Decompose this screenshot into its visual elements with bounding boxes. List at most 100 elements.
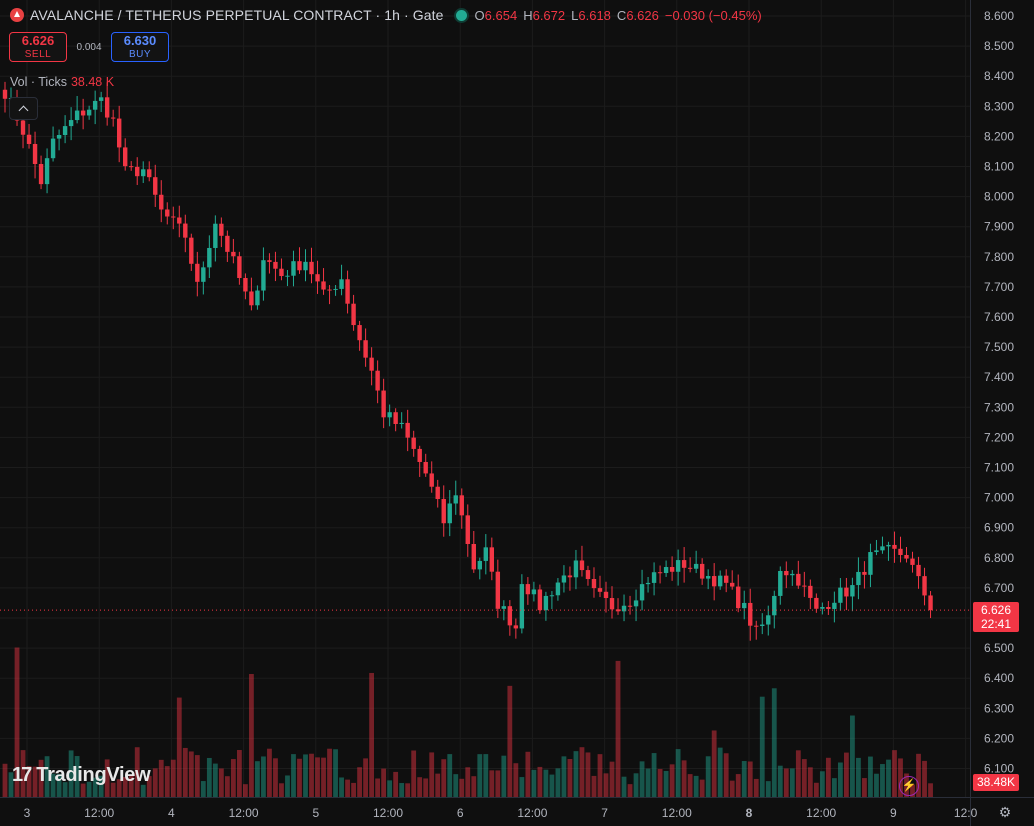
x-tick-label: 12:00 (806, 806, 836, 820)
y-tick-label: 7.400 (984, 370, 1014, 384)
candle-body (74, 110, 80, 121)
candle-body (489, 547, 495, 572)
candle-body (603, 591, 609, 599)
symbol-title[interactable]: AVALANCHE / TETHERUS PERPETUAL CONTRACT … (30, 7, 444, 23)
volume-bar (765, 781, 771, 797)
candle-body (435, 486, 440, 500)
volume-bar (844, 752, 849, 797)
volume-bar (128, 774, 134, 797)
volume-bar (453, 774, 459, 797)
candle-body (147, 169, 152, 178)
candle-body (609, 598, 615, 610)
candle-body (730, 582, 735, 587)
volume-bar (525, 751, 531, 797)
volume-bar (922, 760, 927, 797)
volume-bar (783, 768, 789, 797)
candle-body (2, 89, 8, 99)
candle-body (411, 437, 416, 449)
y-tick-label: 7.800 (984, 250, 1014, 264)
sell-button[interactable]: 6.626 SELL (9, 32, 67, 62)
volume-bar (892, 750, 897, 797)
y-tick-label: 7.100 (984, 461, 1014, 475)
y-tick-label: 7.600 (984, 310, 1014, 324)
y-tick-label: 7.000 (984, 491, 1014, 505)
y-tick-label: 8.300 (984, 99, 1014, 113)
candle-body (525, 584, 531, 595)
candle-body (465, 515, 470, 544)
collapse-icon[interactable] (9, 97, 38, 120)
candle-body (327, 289, 332, 291)
candle-body (141, 169, 146, 177)
candle-body (315, 274, 320, 282)
volume-bar (176, 697, 182, 797)
candle-body (555, 582, 561, 596)
tradingview-logo[interactable]: 17 TradingView (12, 764, 151, 786)
volume-bar (411, 750, 417, 797)
y-tick-label: 8.100 (984, 160, 1014, 174)
volume-bar (850, 715, 855, 797)
volume-value: 38.48 K (70, 75, 115, 89)
candle-body (201, 267, 206, 282)
volume-bar (693, 775, 699, 797)
candle-body (32, 143, 38, 165)
volume-bar (236, 750, 242, 797)
volume-bar (699, 779, 705, 797)
market-status-icon[interactable] (455, 9, 467, 21)
volume-bar (747, 761, 753, 797)
candle-body (381, 390, 386, 418)
x-tick-label: 4 (168, 806, 175, 820)
candle-body (910, 558, 915, 565)
volume-bar (729, 780, 735, 797)
volume-bar (423, 778, 429, 797)
volume-bar (261, 756, 266, 797)
volume-bar (345, 779, 350, 797)
candle-body (778, 571, 783, 596)
volume-bar (777, 765, 783, 797)
candle-body (195, 263, 200, 282)
candle-body (832, 602, 837, 609)
volume-bar (441, 759, 447, 797)
volume-bar (200, 781, 206, 797)
candle-body (129, 166, 134, 168)
candle-body (573, 560, 579, 578)
volume-bar (182, 747, 188, 797)
volume-bar (435, 773, 441, 797)
volume-bar (759, 696, 765, 797)
candle-body (189, 237, 194, 264)
candle-body (669, 567, 675, 572)
volume-bar (333, 749, 338, 797)
candle-body (844, 587, 849, 597)
volume-bar (164, 766, 170, 797)
candle-body (231, 251, 236, 257)
volume-bar (513, 763, 519, 797)
candle-body (273, 261, 278, 269)
x-tick-label: 9 (890, 806, 897, 820)
candle-body (345, 279, 350, 304)
candle-body (56, 135, 62, 139)
volume-bar (134, 747, 140, 797)
volume-bar (657, 768, 663, 797)
candle-body (916, 564, 921, 577)
candle-body (615, 609, 621, 612)
y-tick-label: 7.500 (984, 340, 1014, 354)
candle-body (868, 552, 873, 575)
volume-bar (279, 783, 284, 797)
buy-button[interactable]: 6.630 BUY (111, 32, 169, 62)
volume-legend: Vol · Ticks 38.48 K (10, 75, 114, 89)
volume-bar (591, 775, 597, 797)
volume-bar (639, 761, 645, 797)
volume-bar (32, 766, 38, 797)
volume-bar (819, 771, 825, 797)
volume-bar (862, 778, 867, 797)
volume-bar (98, 775, 104, 797)
lightning-icon[interactable]: ⚡ (899, 776, 919, 796)
settings-icon[interactable]: ⚙ (998, 804, 1012, 820)
volume-bar (831, 778, 837, 797)
candle-body (874, 550, 879, 553)
candle-body (110, 117, 116, 119)
y-tick-label: 6.800 (984, 551, 1014, 565)
volume-bar (74, 756, 80, 797)
volume-bar (291, 754, 296, 797)
candle-body (50, 138, 56, 159)
